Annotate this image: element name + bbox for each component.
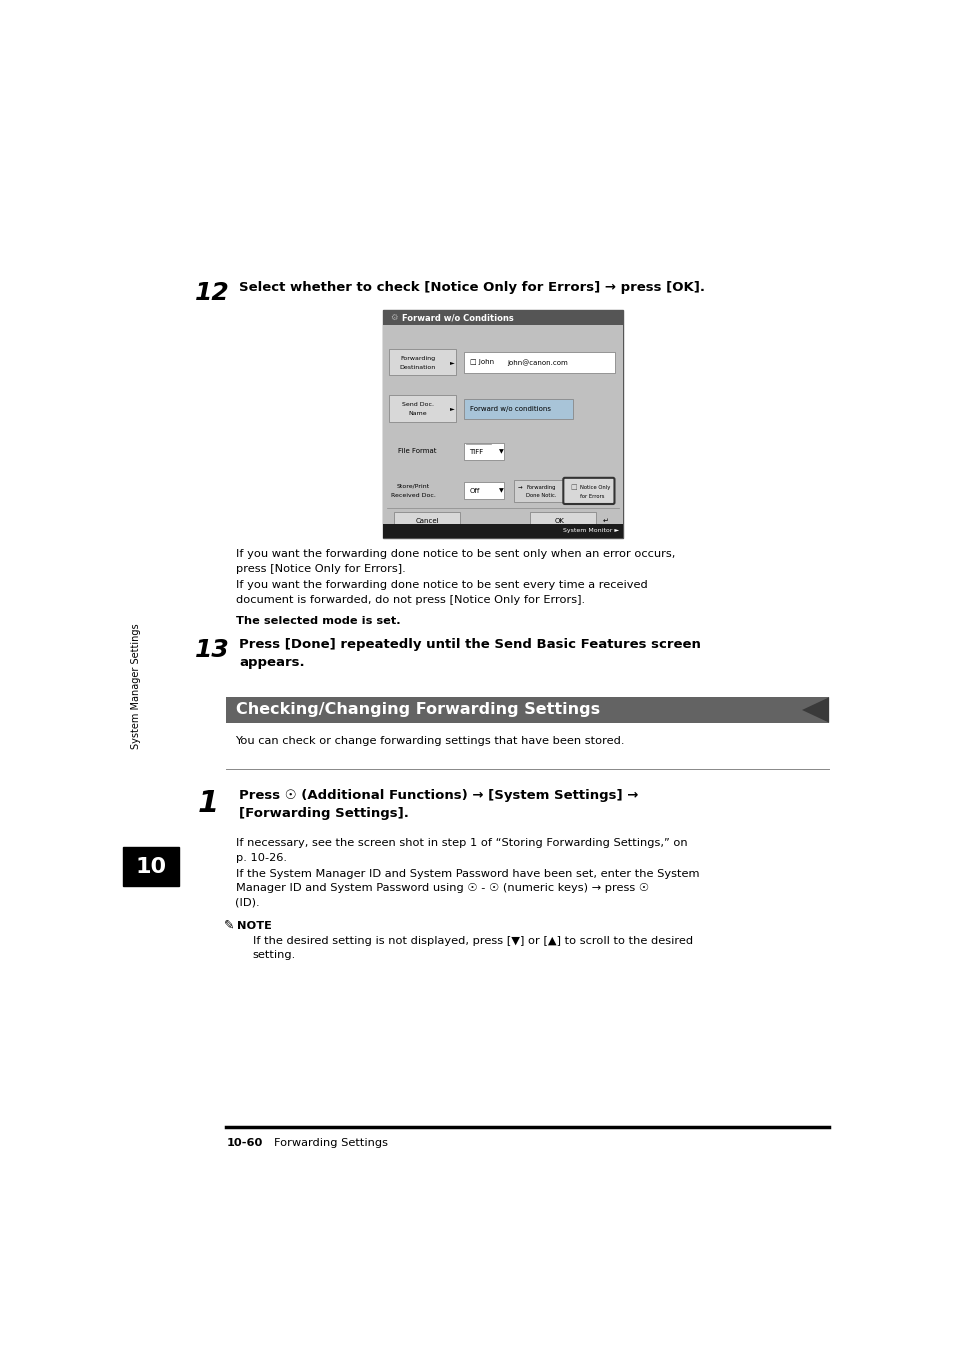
- FancyBboxPatch shape: [464, 443, 504, 461]
- Text: for Errors: for Errors: [579, 494, 603, 499]
- Text: ✎: ✎: [223, 919, 233, 932]
- Text: Select whether to check [Notice Only for Errors] → press [OK].: Select whether to check [Notice Only for…: [239, 281, 704, 295]
- FancyBboxPatch shape: [382, 309, 622, 538]
- FancyBboxPatch shape: [382, 309, 622, 326]
- Text: 1: 1: [197, 789, 218, 817]
- Text: 13: 13: [194, 638, 229, 662]
- Text: Press [Done] repeatedly until the Send Basic Features screen
appears.: Press [Done] repeatedly until the Send B…: [239, 638, 700, 669]
- Text: If you want the forwarding done notice to be sent only when an error occurs,
pre: If you want the forwarding done notice t…: [235, 550, 674, 574]
- Text: ▼: ▼: [498, 489, 503, 493]
- Text: Forward w/o conditions: Forward w/o conditions: [469, 405, 550, 412]
- Text: Cancel: Cancel: [416, 517, 438, 524]
- Text: □: □: [570, 484, 577, 490]
- Text: ▼: ▼: [498, 449, 503, 454]
- Text: OK: OK: [554, 517, 564, 524]
- Text: Forwarding: Forwarding: [399, 355, 435, 361]
- FancyBboxPatch shape: [226, 697, 828, 723]
- FancyBboxPatch shape: [464, 482, 504, 500]
- Text: Off: Off: [469, 488, 479, 494]
- FancyBboxPatch shape: [464, 399, 572, 419]
- Text: Forwarding: Forwarding: [525, 485, 555, 489]
- Text: Received Doc.: Received Doc.: [390, 493, 435, 499]
- Text: 10-60: 10-60: [226, 1139, 262, 1148]
- Text: Notice Only: Notice Only: [579, 485, 609, 489]
- Text: ⚙: ⚙: [390, 313, 397, 322]
- Text: NOTE: NOTE: [236, 920, 272, 931]
- FancyBboxPatch shape: [123, 847, 179, 886]
- FancyBboxPatch shape: [389, 396, 456, 422]
- Text: ►: ►: [450, 359, 455, 365]
- Text: Store/Print: Store/Print: [396, 484, 429, 489]
- Text: Press ☉ (Additional Functions) → [System Settings] →
[Forwarding Settings].: Press ☉ (Additional Functions) → [System…: [239, 789, 639, 820]
- Text: File Format: File Format: [398, 449, 436, 454]
- Text: If you want the forwarding done notice to be sent every time a received
document: If you want the forwarding done notice t…: [235, 580, 646, 605]
- FancyBboxPatch shape: [464, 353, 615, 373]
- Text: If necessary, see the screen shot in step 1 of “Storing Forwarding Settings,” on: If necessary, see the screen shot in ste…: [235, 838, 686, 862]
- FancyBboxPatch shape: [382, 326, 622, 524]
- Polygon shape: [801, 697, 828, 723]
- Text: 10: 10: [135, 857, 167, 877]
- Text: Checking/Changing Forwarding Settings: Checking/Changing Forwarding Settings: [235, 703, 599, 717]
- Text: 12: 12: [194, 281, 229, 305]
- FancyBboxPatch shape: [530, 512, 596, 530]
- Text: →: →: [517, 485, 521, 489]
- FancyBboxPatch shape: [513, 480, 562, 501]
- Text: Name: Name: [408, 412, 427, 416]
- FancyBboxPatch shape: [562, 478, 614, 504]
- Text: You can check or change forwarding settings that have been stored.: You can check or change forwarding setti…: [235, 736, 624, 746]
- Text: Forwarding Settings: Forwarding Settings: [274, 1139, 388, 1148]
- Text: □ John: □ John: [469, 359, 493, 365]
- Text: The selected mode is set.: The selected mode is set.: [235, 616, 399, 627]
- FancyBboxPatch shape: [389, 349, 456, 376]
- Text: john@canon.com: john@canon.com: [506, 359, 567, 366]
- Text: System Manager Settings: System Manager Settings: [132, 623, 141, 748]
- FancyBboxPatch shape: [394, 512, 459, 530]
- Text: If the desired setting is not displayed, press [▼] or [▲] to scroll to the desir: If the desired setting is not displayed,…: [253, 936, 692, 961]
- Text: ►: ►: [450, 407, 455, 411]
- Text: TIFF: TIFF: [469, 449, 483, 455]
- Text: Done Notic.: Done Notic.: [525, 493, 556, 499]
- Text: Forward w/o Conditions: Forward w/o Conditions: [402, 313, 514, 322]
- Text: Destination: Destination: [399, 365, 436, 370]
- Text: ↵: ↵: [602, 517, 608, 524]
- Text: If the System Manager ID and System Password have been set, enter the System
Man: If the System Manager ID and System Pass…: [235, 869, 699, 908]
- Text: Send Doc.: Send Doc.: [401, 403, 434, 407]
- FancyBboxPatch shape: [382, 524, 622, 538]
- Text: System Monitor ►: System Monitor ►: [562, 528, 618, 534]
